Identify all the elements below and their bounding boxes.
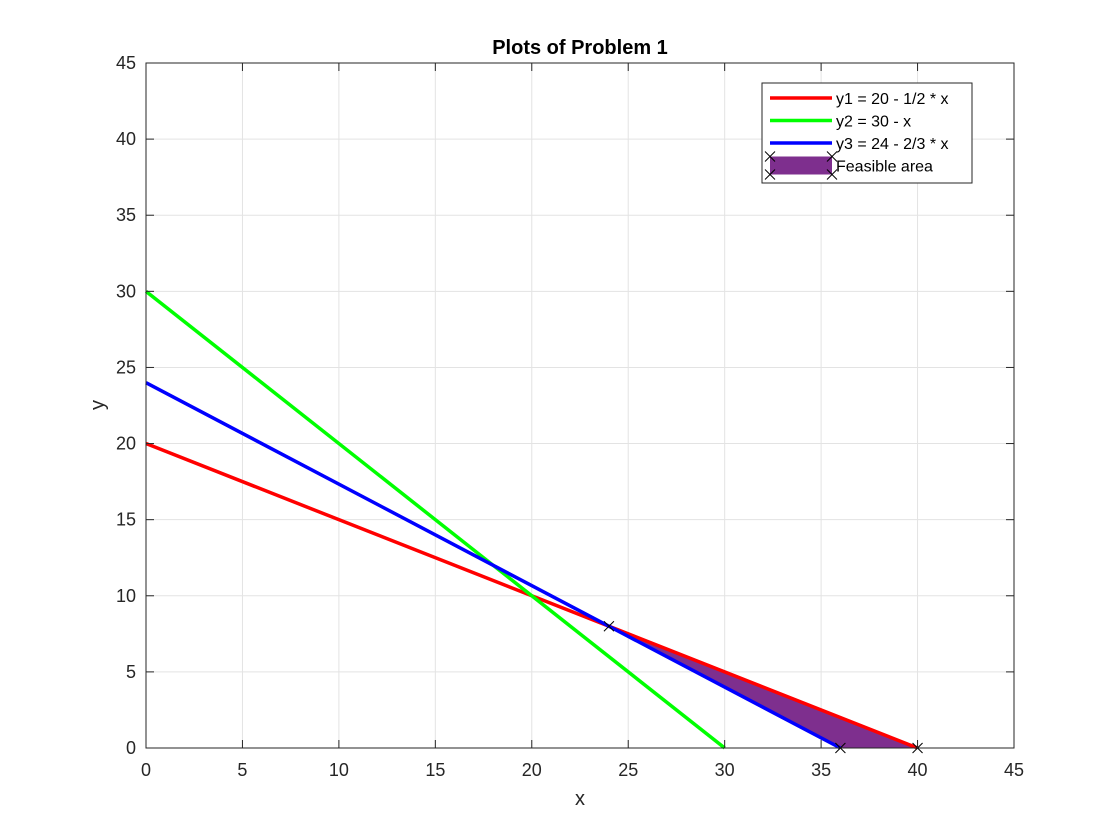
plot-area-border	[145, 62, 1015, 749]
legend-swatch-marker	[826, 151, 838, 162]
x-tick-label: 20	[522, 760, 542, 780]
y-tick-label: 5	[126, 662, 136, 682]
legend: y1 = 20 - 1/2 * x y2 = 30 - x y3 = 24 - 2/…	[761, 82, 973, 184]
marker-stroke	[826, 169, 838, 180]
y-tick-label: 20	[116, 434, 136, 454]
series-line-y2	[144, 289, 726, 750]
legend-swatch-marker	[764, 169, 776, 180]
x-tick-label: 35	[811, 760, 831, 780]
marker-stroke	[826, 151, 838, 162]
x-tick-label: 0	[141, 760, 151, 780]
series-line-y3	[145, 381, 842, 750]
y-tick-label: 30	[116, 281, 136, 301]
legend-label: Feasible area	[836, 159, 933, 176]
x-tick-label: 5	[237, 760, 247, 780]
legend-label: y2 = 30 - x	[836, 114, 911, 131]
y-tick-label: 10	[116, 586, 136, 606]
y-tick-label: 15	[116, 510, 136, 530]
y-tick-label: 40	[116, 129, 136, 149]
x-tick-label: 40	[908, 760, 928, 780]
legend-swatch-marker	[764, 151, 776, 162]
legend-label: y3 = 24 - 2/3 * x	[836, 136, 949, 153]
y-tick-label: 25	[116, 357, 136, 377]
x-tick-label: 15	[425, 760, 445, 780]
y-tick-label: 35	[116, 205, 136, 225]
x-axis-label: x	[575, 788, 585, 810]
vertex-marker	[603, 620, 615, 632]
y-axis-label: y	[87, 400, 109, 410]
marker-stroke	[603, 620, 615, 632]
axis-ticks: 0 5 10 15 20 25 30 35 40 45 0 5 10 15 20 25 30 35 40 45	[116, 53, 1024, 780]
y-tick-label: 45	[116, 53, 136, 73]
chart-title: Plots of Problem 1	[492, 37, 668, 59]
x-tick-label: 10	[329, 760, 349, 780]
legend-swatch-marker	[826, 169, 838, 180]
x-tick-label: 30	[715, 760, 735, 780]
legend-swatch-area	[770, 156, 832, 175]
legend-label: y1 = 20 - 1/2 * x	[836, 91, 949, 108]
marker-stroke	[764, 169, 776, 180]
y-tick-label: 0	[126, 738, 136, 758]
x-tick-label: 25	[618, 760, 638, 780]
series-lines	[144, 289, 919, 750]
x-tick-label: 45	[1004, 760, 1024, 780]
marker-stroke	[764, 151, 776, 162]
